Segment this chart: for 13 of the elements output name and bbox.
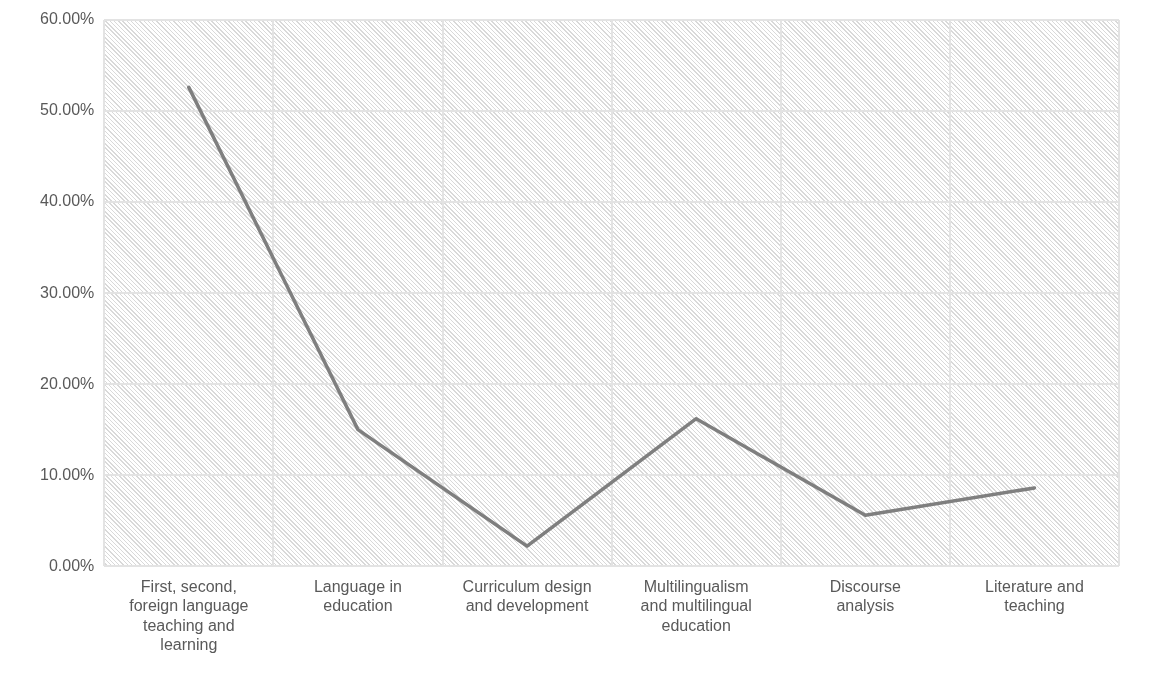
y-tick-label: 60.00% (40, 10, 95, 28)
y-tick-label: 40.00% (40, 192, 95, 210)
x-tick-label: Multilingualism and multilingual education (640, 578, 752, 634)
y-tick-label: 20.00% (40, 374, 95, 392)
y-tick-label: 10.00% (40, 465, 95, 483)
x-tick-label: Curriculum design and development (462, 578, 592, 615)
x-tick-label: Literature and teaching (985, 578, 1084, 615)
x-tick-label: Language in education (313, 578, 402, 615)
y-tick-label: 30.00% (40, 283, 95, 301)
y-tick-label: 50.00% (40, 101, 95, 119)
y-tick-label: 0.00% (48, 556, 95, 574)
x-tick-label: Discourse analysis (829, 578, 901, 615)
x-tick-label: First, second, foreign language teaching and learning (129, 578, 249, 653)
